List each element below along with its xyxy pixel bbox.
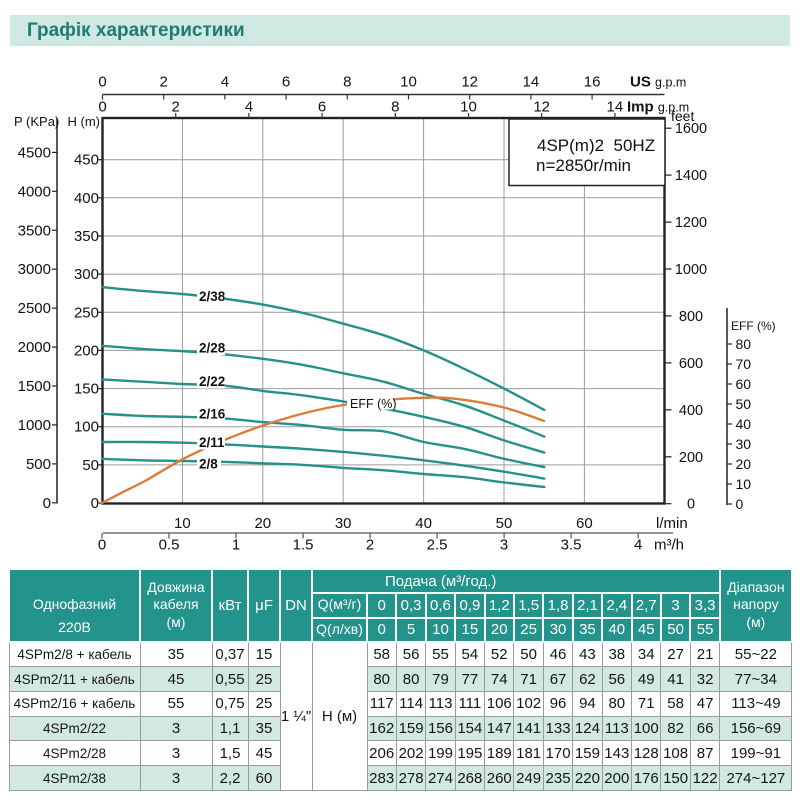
svg-text:10: 10 [400, 74, 417, 91]
svg-text:4: 4 [245, 99, 253, 116]
svg-text:1.5: 1.5 [293, 537, 314, 554]
svg-text:200: 200 [679, 450, 703, 466]
svg-text:n=2850r/min: n=2850r/min [536, 156, 631, 175]
svg-text:250: 250 [74, 304, 99, 321]
svg-text:0: 0 [91, 495, 99, 512]
svg-text:3.5: 3.5 [561, 537, 582, 554]
svg-text:1: 1 [232, 537, 240, 554]
svg-text:50: 50 [736, 396, 752, 412]
svg-text:0: 0 [43, 495, 51, 512]
svg-text:4: 4 [221, 74, 229, 91]
svg-text:10: 10 [736, 476, 752, 492]
svg-text:40: 40 [736, 416, 752, 432]
svg-text:16: 16 [584, 74, 601, 91]
svg-text:2/11: 2/11 [199, 435, 225, 450]
svg-text:60: 60 [736, 376, 752, 392]
svg-text:1400: 1400 [675, 168, 707, 184]
svg-text:0: 0 [687, 497, 695, 513]
svg-text:0: 0 [98, 74, 106, 91]
svg-text:6: 6 [318, 99, 326, 116]
svg-text:350: 350 [74, 228, 99, 245]
svg-text:12: 12 [533, 99, 550, 116]
svg-text:10: 10 [460, 99, 477, 116]
svg-text:1200: 1200 [675, 215, 707, 231]
svg-text:1000: 1000 [675, 262, 707, 278]
svg-text:80: 80 [736, 336, 752, 352]
svg-text:feet: feet [671, 108, 694, 124]
svg-text:40: 40 [415, 515, 432, 532]
svg-text:8: 8 [391, 99, 399, 116]
svg-text:4500: 4500 [18, 144, 51, 161]
svg-text:50: 50 [496, 515, 513, 532]
svg-text:2500: 2500 [18, 300, 51, 317]
svg-text:1000: 1000 [18, 417, 51, 434]
svg-text:600: 600 [679, 356, 703, 372]
svg-text:100: 100 [74, 419, 99, 436]
svg-text:20: 20 [736, 456, 752, 472]
svg-text:3: 3 [500, 537, 508, 554]
svg-text:US g.p.m: US g.p.m [630, 74, 686, 91]
svg-text:300: 300 [74, 266, 99, 283]
svg-text:3000: 3000 [18, 261, 51, 278]
svg-text:400: 400 [74, 190, 99, 207]
svg-text:12: 12 [461, 74, 478, 91]
svg-text:400: 400 [679, 403, 703, 419]
svg-text:800: 800 [679, 309, 703, 325]
svg-text:0: 0 [736, 496, 744, 512]
svg-text:2.5: 2.5 [427, 537, 448, 554]
svg-text:4000: 4000 [18, 183, 51, 200]
svg-text:3500: 3500 [18, 222, 51, 239]
svg-text:0: 0 [98, 99, 106, 116]
svg-text:l/min: l/min [656, 515, 688, 532]
svg-text:4: 4 [634, 537, 642, 554]
svg-text:2: 2 [160, 74, 168, 91]
svg-text:1600: 1600 [675, 121, 707, 137]
svg-text:150: 150 [74, 381, 99, 398]
svg-text:Imp g.p.m: Imp g.p.m [627, 99, 689, 116]
svg-text:2/16: 2/16 [199, 407, 226, 422]
svg-text:20: 20 [254, 515, 271, 532]
svg-text:2/8: 2/8 [199, 457, 218, 472]
svg-text:0.5: 0.5 [159, 537, 180, 554]
svg-text:2000: 2000 [18, 339, 51, 356]
svg-text:m³/h: m³/h [654, 537, 684, 554]
svg-text:50: 50 [82, 457, 99, 474]
svg-text:2: 2 [172, 99, 180, 116]
svg-text:EFF (%): EFF (%) [731, 319, 776, 333]
svg-text:500: 500 [26, 456, 51, 473]
svg-text:2: 2 [366, 537, 374, 554]
svg-text:EFF (%): EFF (%) [350, 397, 397, 411]
svg-text:6: 6 [282, 74, 290, 91]
svg-text:30: 30 [736, 436, 752, 452]
svg-text:14: 14 [523, 74, 540, 91]
svg-text:14: 14 [607, 99, 624, 116]
svg-text:4SP(m)2 50HZ: 4SP(m)2 50HZ [537, 136, 655, 155]
svg-text:2/38: 2/38 [199, 289, 226, 304]
svg-text:8: 8 [343, 74, 351, 91]
svg-text:60: 60 [576, 515, 593, 532]
svg-text:10: 10 [174, 515, 191, 532]
svg-text:200: 200 [74, 342, 99, 359]
svg-text:H (m): H (m) [68, 114, 101, 129]
svg-text:P (KPa): P (KPa) [14, 114, 59, 129]
svg-text:30: 30 [335, 515, 352, 532]
svg-text:2/28: 2/28 [199, 341, 226, 356]
svg-text:0: 0 [98, 537, 106, 554]
svg-text:70: 70 [736, 356, 752, 372]
svg-text:450: 450 [74, 152, 99, 169]
svg-text:1500: 1500 [18, 378, 51, 395]
svg-text:2/22: 2/22 [199, 374, 225, 389]
